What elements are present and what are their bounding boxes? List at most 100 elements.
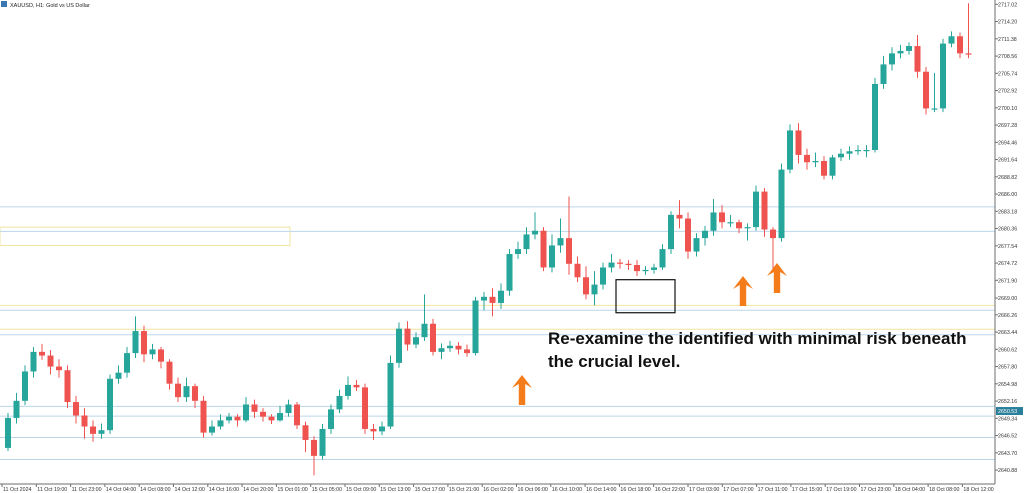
time-tick-label: 11 Oct 19:00 — [37, 487, 67, 493]
time-tick-label: 14 Oct 04:00 — [106, 487, 136, 493]
time-tick-label: 18 Oct 08:00 — [929, 487, 959, 493]
price-tick-label: 2669.00 — [998, 296, 1017, 302]
candle-body — [923, 71, 929, 109]
time-tick-label: 17 Oct 11:00 — [758, 487, 788, 493]
candle-body — [98, 430, 105, 434]
candle-body — [30, 351, 37, 372]
candle-body — [413, 337, 419, 345]
price-axis-labels: 2640.88 2643.70 2646.52 2649.34 2652.16 2654.… — [995, 2, 1023, 474]
time-tick-label: 15 Oct 21:00 — [449, 487, 479, 493]
candle-body — [821, 161, 827, 176]
supply-zone-box — [0, 226, 291, 246]
candle-body — [226, 416, 232, 421]
candle-body — [396, 328, 402, 363]
candle-body — [90, 426, 96, 434]
time-tick-label: 14 Oct 20:00 — [243, 487, 273, 493]
price-tick-label: 2640.88 — [998, 468, 1017, 474]
price-tick-label: 2657.80 — [998, 365, 1017, 371]
candle-body — [132, 331, 139, 354]
time-tick-label: 14 Oct 12:00 — [175, 487, 205, 493]
candle-body — [591, 284, 598, 295]
time-tick-label: 16 Oct 22:00 — [655, 487, 685, 493]
time-tick-label: 14 Oct 16:00 — [209, 487, 239, 493]
candle-body — [523, 234, 530, 250]
candle-body — [39, 351, 45, 356]
candle-body — [744, 227, 751, 229]
time-tick-label: 17 Oct 03:00 — [689, 487, 719, 493]
zone-layer — [0, 226, 995, 330]
time-tick-label: 11 Oct 23:00 — [72, 487, 102, 493]
price-tick-label: 2683.18 — [998, 209, 1017, 215]
candle-body — [370, 428, 377, 432]
time-tick-label: 15 Oct 17:00 — [415, 487, 445, 493]
candle-body — [277, 413, 283, 421]
time-tick-label: 16 Oct 06:00 — [518, 487, 548, 493]
candle-body — [710, 212, 717, 231]
candle-body — [107, 378, 113, 431]
candle-body — [549, 245, 555, 268]
candle-body — [778, 169, 785, 239]
candle-body — [209, 426, 215, 433]
price-tick-label: 2686.00 — [998, 192, 1017, 198]
price-tick-label: 2654.98 — [998, 382, 1017, 388]
candle-body — [124, 353, 130, 373]
candle-body — [192, 386, 198, 401]
time-tick-label: 16 Oct 02:00 — [483, 487, 513, 493]
candle-body — [719, 212, 725, 223]
price-tick-label: 2680.36 — [998, 227, 1017, 233]
candle-body — [243, 404, 249, 421]
price-tick-label: 2688.82 — [998, 175, 1017, 181]
candle-body — [149, 349, 156, 355]
time-tick-label: 15 Oct 01:00 — [277, 487, 307, 493]
candle-body — [625, 263, 632, 266]
candle-body — [540, 230, 547, 268]
candle-body — [855, 150, 861, 152]
candle-body — [430, 323, 436, 352]
candle-body — [906, 46, 912, 51]
price-tick-label: 2652.16 — [998, 399, 1017, 405]
price-tick-label: 2711.38 — [998, 37, 1017, 43]
up-arrow-icon — [767, 263, 787, 293]
price-tick-label: 2717.02 — [998, 2, 1017, 8]
level-lines — [0, 206, 995, 461]
time-tick-label: 16 Oct 18:00 — [620, 487, 650, 493]
time-tick-label: 15 Oct 09:00 — [346, 487, 376, 493]
candle-body — [787, 130, 793, 170]
candle-body — [319, 428, 326, 456]
time-tick-label: 17 Oct 15:00 — [792, 487, 822, 493]
candle-body — [353, 384, 360, 388]
time-tick-label: 17 Oct 23:00 — [861, 487, 891, 493]
candle-body — [234, 416, 241, 421]
candle-body — [260, 411, 266, 417]
time-tick-label: 15 Oct 05:00 — [312, 487, 342, 493]
candle-body — [47, 355, 54, 367]
candle-body — [345, 384, 351, 396]
time-tick-label: 17 Oct 19:00 — [826, 487, 856, 493]
price-tick-label: 2694.46 — [998, 140, 1017, 146]
price-tick-label: 2700.10 — [998, 106, 1017, 112]
candle-body — [447, 345, 453, 349]
price-tick-label: 2674.72 — [998, 261, 1017, 267]
candle-body — [880, 64, 887, 84]
price-tick-label: 2643.70 — [998, 451, 1017, 457]
price-tick-label: 2677.54 — [998, 244, 1017, 250]
candle-body — [421, 323, 428, 338]
candle-body — [311, 439, 317, 456]
price-axis[interactable] — [995, 0, 1024, 484]
time-tick-label: 18 Oct 12:00 — [963, 487, 993, 493]
candle-body — [651, 267, 657, 270]
candle-body — [761, 191, 768, 230]
candle-body — [404, 328, 411, 345]
candle-body — [183, 386, 190, 398]
candle-body — [736, 222, 742, 229]
candle-body — [472, 300, 479, 354]
price-tick-label: 2691.64 — [998, 158, 1017, 164]
candle-body — [838, 153, 844, 158]
candle-body — [897, 50, 904, 54]
candle-body — [81, 415, 88, 427]
candle-body — [659, 249, 666, 268]
candle-body — [931, 108, 938, 110]
candle-body — [217, 420, 224, 427]
